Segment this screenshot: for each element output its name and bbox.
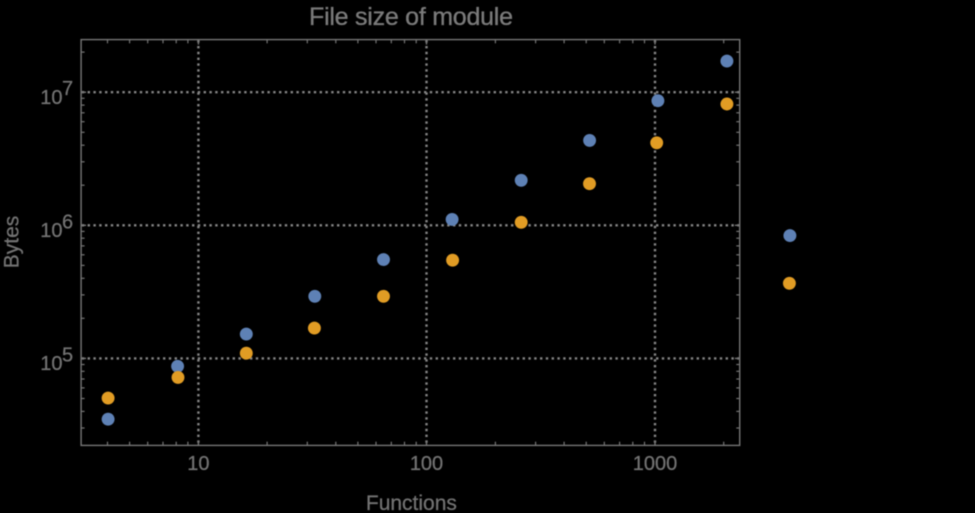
- svg-text:100: 100: [410, 453, 443, 475]
- svg-text:1000: 1000: [633, 453, 678, 475]
- svg-text:10: 10: [187, 453, 209, 475]
- svg-text:File size of module: File size of module: [309, 3, 513, 31]
- svg-text:10: 10: [40, 353, 62, 375]
- svg-text:5: 5: [62, 344, 73, 366]
- svg-text:10: 10: [40, 87, 62, 109]
- svg-text:10: 10: [40, 220, 62, 242]
- svg-text:Bytes: Bytes: [1, 216, 24, 269]
- svg-text:7: 7: [62, 78, 73, 100]
- svg-text:Functions: Functions: [366, 492, 457, 513]
- svg-text:6: 6: [62, 211, 73, 233]
